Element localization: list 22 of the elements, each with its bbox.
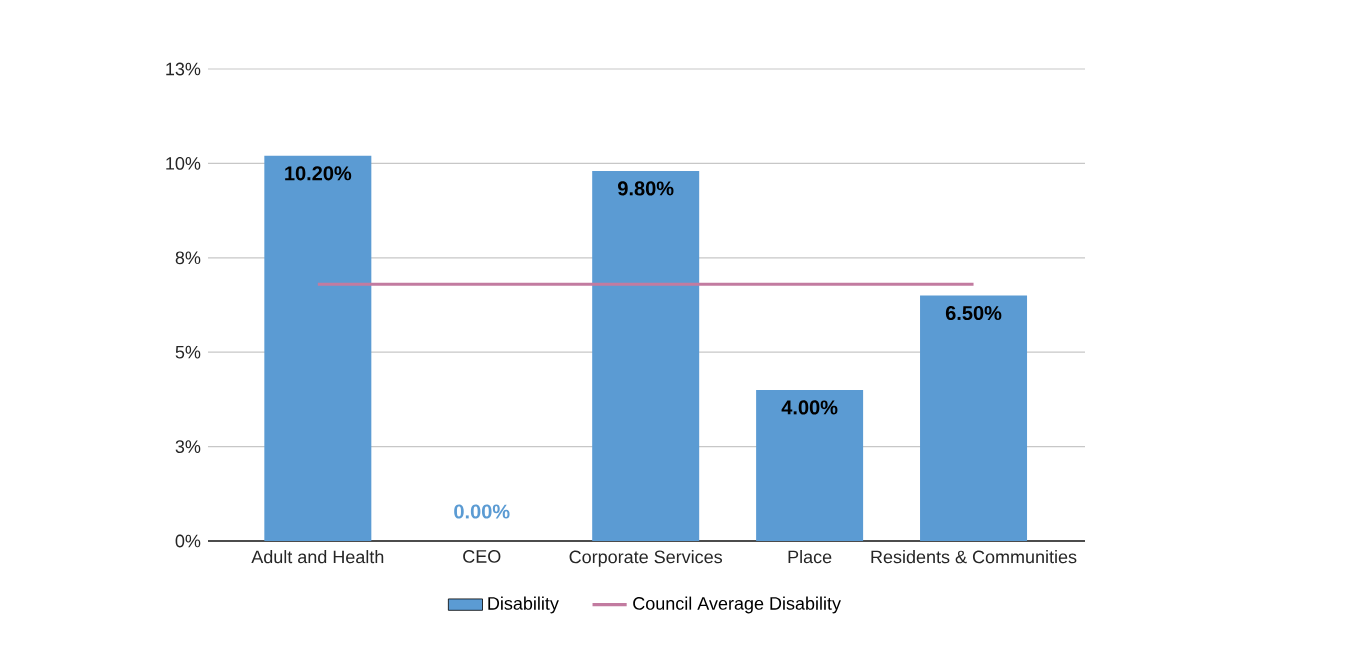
data-label: 4.00% bbox=[781, 400, 838, 415]
legend-label: Council Average Disability bbox=[633, 596, 841, 614]
data-label: 10.20% bbox=[285, 166, 352, 181]
y-tick-label: 13% bbox=[166, 62, 201, 76]
y-tick-label: 0% bbox=[175, 534, 201, 548]
y-tick-label: 10% bbox=[166, 157, 201, 170]
data-label: 9.80% bbox=[618, 181, 674, 196]
y-tick-label: 8% bbox=[175, 251, 201, 265]
data-label: 6.50% bbox=[945, 305, 1002, 321]
x-tick-label: Adult and Health bbox=[251, 550, 384, 564]
x-tick-label: Corporate Services bbox=[569, 550, 723, 567]
y-tick-label: 3% bbox=[175, 440, 201, 453]
bar bbox=[920, 295, 1028, 541]
bar bbox=[756, 389, 864, 541]
bar bbox=[264, 155, 372, 541]
x-tick-label: CEO bbox=[463, 550, 501, 563]
legend-label: Disability bbox=[488, 596, 559, 614]
data-label: 0.00% bbox=[454, 504, 510, 519]
bar bbox=[592, 170, 700, 541]
y-tick-label: 5% bbox=[175, 345, 201, 359]
x-tick-label: Place bbox=[788, 550, 832, 564]
x-tick-label: Residents & Communities bbox=[871, 550, 1077, 564]
